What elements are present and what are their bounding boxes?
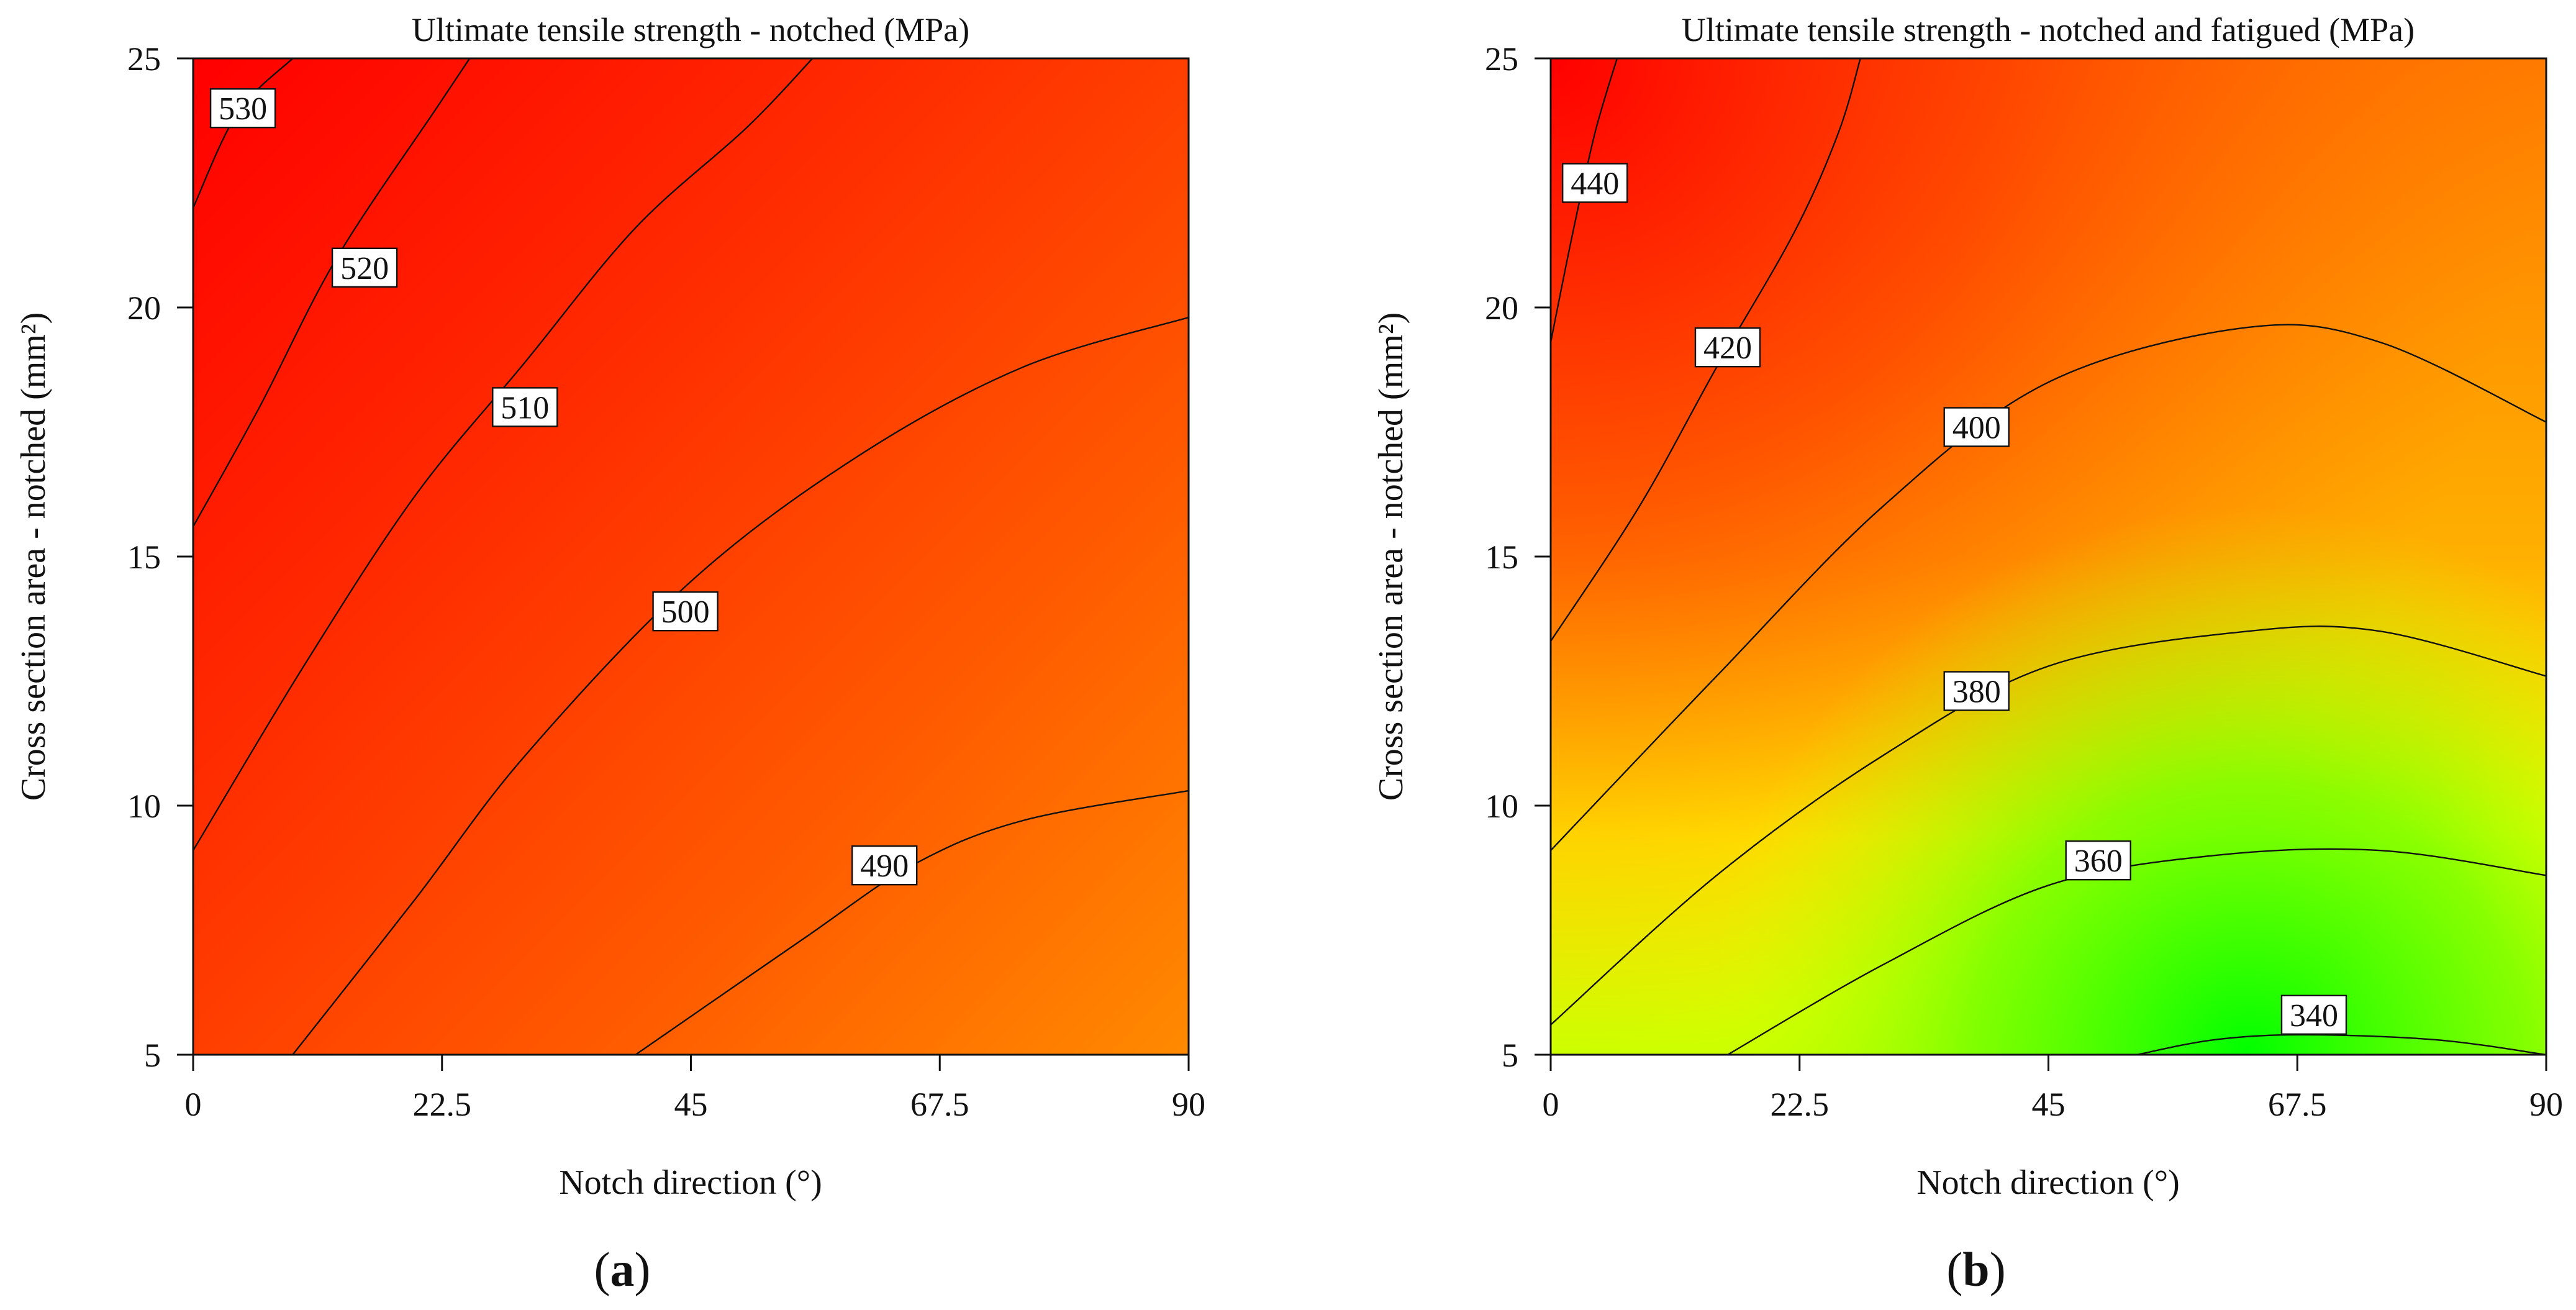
contour-label-text: 440	[1571, 166, 1619, 202]
contour-label-400: 400	[1943, 407, 2010, 447]
panel-caption-a: (a)	[594, 1242, 651, 1296]
x-tick-label: 90	[1172, 1086, 1205, 1123]
chart-title-a: Ultimate tensile strength - notched (MPa…	[412, 11, 969, 48]
y-axis-title-b: Cross section area - notched (mm²)	[1372, 312, 1410, 801]
x-tick-label: 0	[185, 1086, 202, 1123]
x-tick-label: 22.5	[413, 1086, 472, 1123]
y-tick-label: 5	[144, 1037, 161, 1074]
contour-label-box	[209, 88, 276, 129]
contour-label-box	[652, 591, 719, 632]
x-tick-label: 0	[1543, 1086, 1559, 1123]
contour-line-380	[1550, 625, 2547, 1026]
contour-label-440: 440	[1561, 163, 1628, 203]
y-tick-label: 5	[1502, 1037, 1518, 1074]
contour-label-text: 400	[1952, 411, 2001, 446]
panel-caption-letter-b: b	[1962, 1242, 1989, 1296]
x-tick-label: 67.5	[2268, 1086, 2327, 1123]
contour-line-400	[1550, 324, 2547, 852]
contour-label-box	[2280, 994, 2347, 1035]
y-tick-label: 10	[1485, 788, 1518, 825]
panel-caption-b: (b)	[1946, 1242, 2005, 1296]
x-tick-label: 45	[2032, 1086, 2066, 1123]
y-tick-label: 25	[1485, 40, 1518, 78]
contour-label-text: 380	[1952, 675, 2001, 710]
contour-labels-a: 530 520 510 500 490	[209, 88, 918, 886]
contour-label-500: 500	[652, 591, 719, 632]
contour-label-text: 420	[1703, 330, 1752, 366]
panel-b: 440 420 400 380 360 340 0 22.5 45 67.5 90 5 10 15 20…	[1372, 11, 2563, 1296]
y-tick-label: 25	[127, 40, 161, 78]
heatmap-a	[193, 58, 1189, 1055]
contour-label-text: 490	[860, 848, 909, 884]
contour-label-text: 340	[2290, 998, 2338, 1034]
contour-label-text: 360	[2074, 844, 2123, 879]
contour-label-text: 510	[501, 390, 549, 425]
x-axis-title-b: Notch direction (°)	[1916, 1163, 2180, 1202]
contour-label-box	[331, 247, 398, 288]
y-tick-label: 15	[127, 539, 161, 576]
contour-labels-b: 440 420 400 380 360 340	[1561, 163, 2347, 1035]
contour-label-box	[1943, 407, 2010, 447]
contour-label-box	[2065, 840, 2131, 881]
y-tick-label: 20	[127, 289, 161, 327]
contour-label-520: 520	[331, 247, 398, 288]
x-tick-label: 67.5	[910, 1086, 969, 1123]
panel-caption-letter-a: a	[610, 1242, 635, 1296]
x-ticks-a: 0 22.5 45 67.5 90	[185, 1055, 1205, 1123]
x-tick-label: 45	[674, 1086, 708, 1123]
x-ticks-b: 0 22.5 45 67.5 90	[1543, 1055, 2563, 1123]
x-tick-label: 90	[2529, 1086, 2563, 1123]
heatmap-b-green	[1551, 58, 2546, 1055]
contour-label-text: 520	[340, 251, 389, 286]
contour-label-420: 420	[1694, 327, 1761, 368]
x-axis-title-a: Notch direction (°)	[559, 1163, 822, 1202]
contour-label-380: 380	[1943, 671, 2010, 711]
contour-label-340: 340	[2280, 994, 2347, 1035]
contour-label-510: 510	[492, 387, 558, 427]
y-ticks-b: 5 10 15 20 25	[1485, 40, 1551, 1074]
x-tick-label: 22.5	[1771, 1086, 1830, 1123]
y-tick-label: 10	[127, 788, 161, 825]
y-tick-label: 20	[1485, 289, 1518, 327]
contour-line-500	[292, 316, 1189, 1055]
contour-label-360: 360	[2065, 840, 2131, 881]
y-axis-title-a: Cross section area - notched (mm²)	[14, 312, 53, 801]
y-tick-label: 15	[1485, 539, 1518, 576]
contour-label-box	[1561, 163, 1628, 203]
contour-label-box	[492, 387, 558, 427]
y-ticks-a: 5 10 15 20 25	[127, 40, 193, 1074]
contour-label-530: 530	[209, 88, 276, 129]
contour-label-490: 490	[851, 845, 918, 886]
contour-label-box	[851, 845, 918, 886]
contour-label-box	[1943, 671, 2010, 711]
contour-label-text: 500	[661, 594, 710, 630]
contour-label-text: 530	[219, 91, 267, 127]
chart-title-b: Ultimate tensile strength - notched and …	[1682, 11, 2415, 48]
contour-label-box	[1694, 327, 1761, 368]
